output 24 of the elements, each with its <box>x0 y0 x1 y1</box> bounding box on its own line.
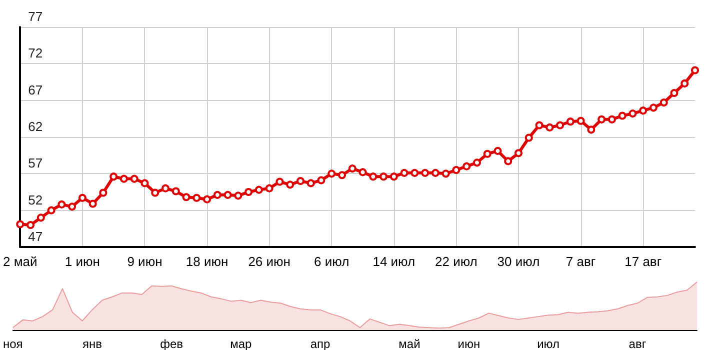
x-tick-label: 17 авг <box>624 254 662 269</box>
y-tick-label: 62 <box>28 119 43 134</box>
x-tick-label: 1 июн <box>64 254 100 269</box>
y-tick-label: 77 <box>28 9 43 24</box>
y-tick-label: 67 <box>28 82 43 98</box>
x-tick-label: 22 июл <box>435 254 478 269</box>
x-tick-label: 30 июл <box>497 254 540 269</box>
x-tick-label: 14 июл <box>372 254 416 269</box>
x-tick-label: 9 июн <box>127 254 162 269</box>
x-tick-label: ноя <box>2 337 23 350</box>
x-tick-label: 6 июл <box>314 254 350 269</box>
y-tick-label: 57 <box>28 156 43 171</box>
x-tick-label: 26 июн <box>248 254 290 269</box>
x-tick-label: 2 май <box>2 254 38 269</box>
x-tick-label: янв <box>82 337 102 350</box>
y-tick-label: 52 <box>28 192 43 208</box>
x-tick-label: авг <box>628 337 647 350</box>
x-tick-label: 18 июн <box>186 254 228 269</box>
x-tick-label: 7 авг <box>566 254 596 269</box>
x-tick-label: июн <box>458 337 480 350</box>
y-tick-label: 47 <box>28 229 43 244</box>
y-tick-label: 72 <box>28 46 43 61</box>
x-tick-label: июл <box>537 337 560 350</box>
x-tick-label: май <box>398 337 420 350</box>
